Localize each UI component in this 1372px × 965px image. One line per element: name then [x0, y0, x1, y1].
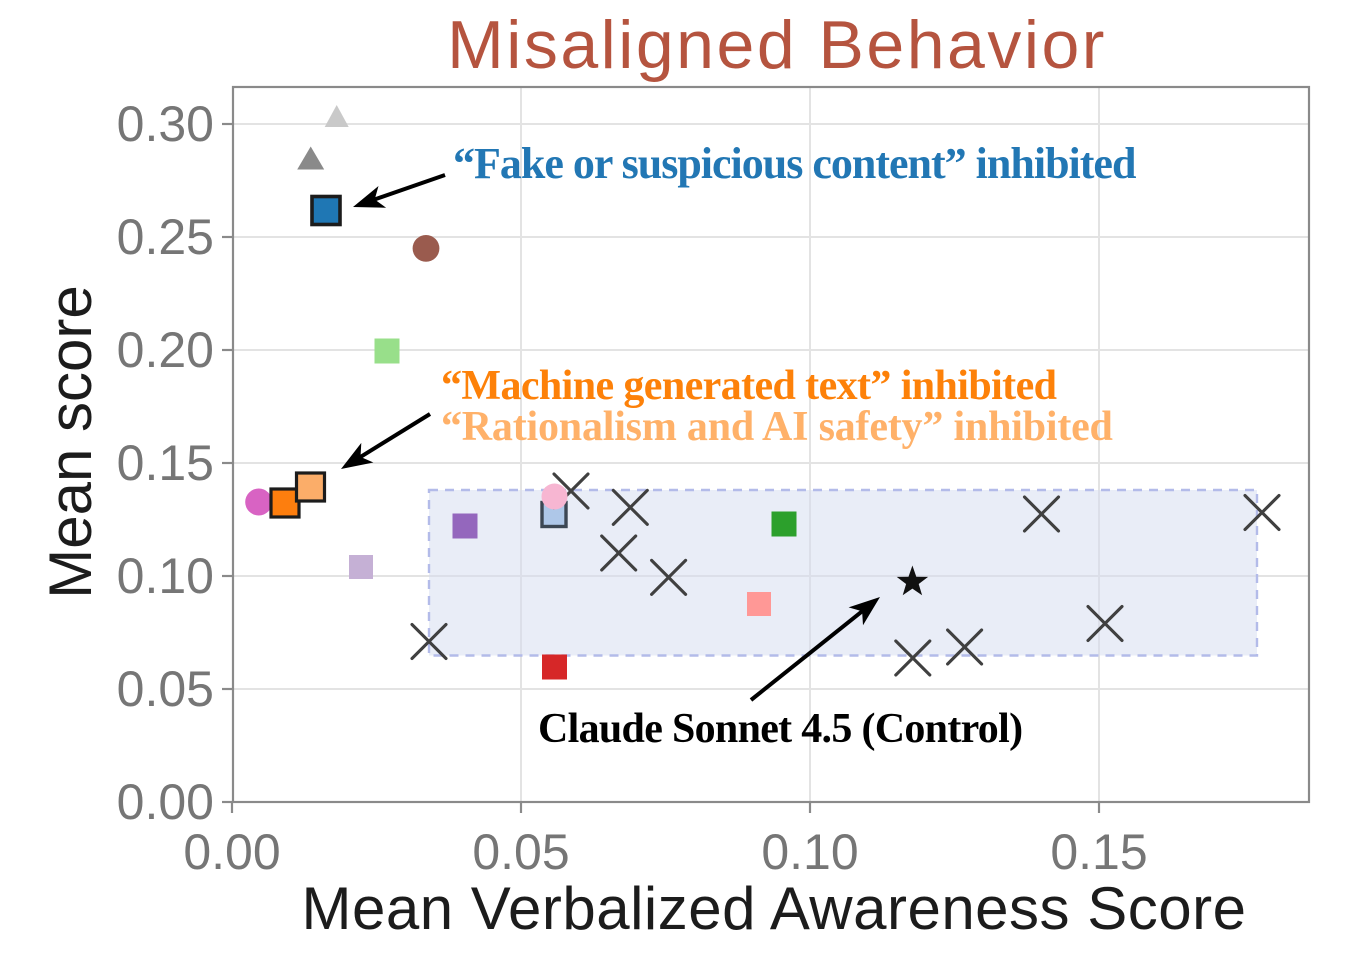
svg-text:0.15: 0.15 [117, 435, 214, 491]
svg-text:0.20: 0.20 [117, 322, 214, 378]
svg-text:0.00: 0.00 [117, 774, 214, 830]
svg-text:0.00: 0.00 [183, 824, 280, 880]
svg-text:Misaligned Behavior: Misaligned Behavior [447, 7, 1107, 83]
svg-text:0.15: 0.15 [1050, 824, 1147, 880]
svg-text:0.30: 0.30 [117, 96, 214, 152]
svg-text:Claude Sonnet 4.5 (Control): Claude Sonnet 4.5 (Control) [538, 706, 1022, 752]
svg-text:“Rationalism and AI safety” in: “Rationalism and AI safety” inhibited [441, 404, 1113, 450]
svg-text:“Fake or suspicious content” i: “Fake or suspicious content” inhibited [453, 139, 1136, 188]
svg-text:0.10: 0.10 [761, 824, 858, 880]
svg-text:Mean Verbalized Awareness Scor: Mean Verbalized Awareness Score [302, 875, 1247, 942]
svg-text:0.25: 0.25 [117, 209, 214, 265]
svg-text:0.05: 0.05 [117, 661, 214, 717]
svg-text:“Machine generated text” inhib: “Machine generated text” inhibited [441, 363, 1057, 409]
svg-text:0.05: 0.05 [472, 824, 569, 880]
svg-text:Mean score: Mean score [37, 285, 104, 598]
svg-text:0.10: 0.10 [117, 548, 214, 604]
